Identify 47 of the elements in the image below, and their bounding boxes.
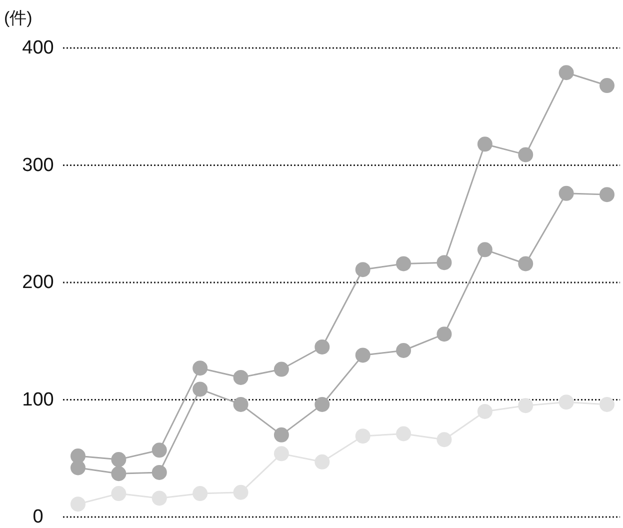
point: [192, 486, 208, 502]
point: [396, 256, 412, 272]
point: [70, 460, 86, 476]
point: [274, 446, 289, 462]
point: [152, 490, 167, 506]
point: [152, 464, 167, 480]
point: [355, 348, 370, 363]
point: [274, 362, 289, 377]
point: [518, 256, 534, 272]
point: [477, 136, 492, 152]
point: [558, 394, 574, 410]
point: [70, 496, 86, 512]
point: [558, 65, 574, 80]
point: [558, 186, 574, 201]
point: [314, 396, 330, 412]
y-tick-label: 200: [22, 272, 54, 293]
y-axis-title: (件): [4, 8, 32, 28]
point: [355, 428, 370, 444]
point: [436, 255, 452, 270]
point: [600, 396, 614, 412]
point: [396, 426, 412, 442]
point: [600, 78, 614, 94]
y-tick-label: 400: [22, 38, 54, 58]
point: [192, 360, 208, 376]
point: [314, 339, 330, 354]
point: [233, 484, 248, 500]
point: [477, 242, 492, 258]
point: [192, 382, 208, 397]
point: [233, 370, 248, 385]
point: [436, 326, 452, 342]
point: [111, 486, 126, 502]
point: [518, 147, 534, 162]
point: [274, 427, 289, 442]
point: [396, 343, 412, 358]
y-tick-label: 300: [22, 154, 54, 176]
y-tick-label: 0: [32, 506, 44, 528]
point: [436, 432, 452, 448]
point: [233, 396, 248, 412]
point: [111, 452, 126, 468]
point: [518, 398, 534, 414]
point: [314, 454, 330, 470]
point: [600, 187, 614, 202]
point: [152, 442, 167, 458]
point: [355, 262, 370, 278]
y-tick-label: 100: [22, 389, 54, 410]
point: [477, 404, 492, 419]
point: [111, 466, 126, 482]
